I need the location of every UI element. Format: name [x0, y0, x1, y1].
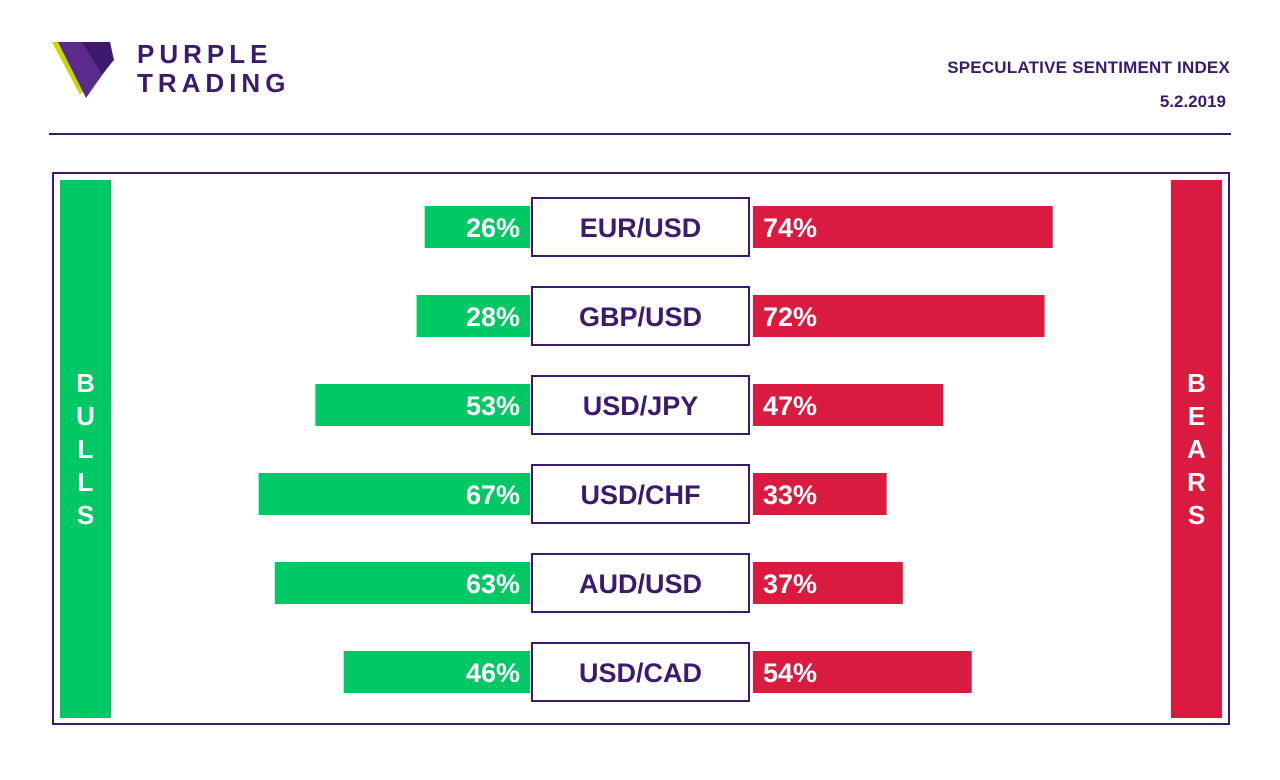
pair-box-usd-jpy: [531, 375, 750, 435]
bear-bar-eur-usd: [753, 206, 1053, 248]
bull-bar-usd-chf: [258, 473, 530, 515]
bear-value-gbp-usd: 72%: [763, 302, 817, 332]
index-title: SPECULATIVE SENTIMENT INDEX: [947, 58, 1230, 77]
pair-label-gbp-usd: GBP/USD: [579, 302, 702, 332]
bull-value-aud-usd: 63%: [466, 569, 520, 599]
bull-value-usd-cad: 46%: [466, 658, 520, 688]
bears-side-bar: BEARS: [1171, 180, 1222, 718]
bear-bar-usd-jpy: [753, 384, 944, 426]
bear-value-eur-usd: 74%: [763, 213, 817, 243]
bear-value-aud-usd: 37%: [763, 569, 817, 599]
chart-frame: [52, 172, 1230, 725]
bull-bar-gbp-usd: [416, 295, 530, 337]
pair-box-eur-usd: [531, 197, 750, 257]
bull-value-usd-jpy: 53%: [466, 391, 520, 421]
bear-bar-gbp-usd: [753, 295, 1045, 337]
bull-value-usd-chf: 67%: [466, 480, 520, 510]
bears-label: BEARS: [1187, 367, 1206, 530]
header-divider: [49, 133, 1231, 135]
bulls-label: BULLS: [76, 367, 95, 530]
purple-trading-logo-icon: [52, 42, 114, 98]
brand-name: PURPLE TRADING: [137, 40, 290, 98]
pair-label-eur-usd: EUR/USD: [580, 213, 702, 243]
bull-bar-aud-usd: [274, 562, 530, 604]
pair-box-usd-cad: [531, 642, 750, 702]
bull-bar-usd-cad: [343, 651, 530, 693]
bear-bar-usd-chf: [753, 473, 887, 515]
pair-label-usd-cad: USD/CAD: [579, 658, 702, 688]
brand-line-1: PURPLE: [137, 39, 273, 69]
brand-line-2: TRADING: [137, 68, 291, 98]
pair-box-gbp-usd: [531, 286, 750, 346]
index-date: 5.2.2019: [1159, 92, 1226, 111]
bear-value-usd-cad: 54%: [763, 658, 817, 688]
pair-label-usd-chf: USD/CHF: [581, 480, 701, 510]
bear-value-usd-chf: 33%: [763, 480, 817, 510]
bear-value-usd-jpy: 47%: [763, 391, 817, 421]
pair-box-usd-chf: [531, 464, 750, 524]
bear-bar-aud-usd: [753, 562, 903, 604]
bull-bar-usd-jpy: [315, 384, 530, 426]
brand-logo: PURPLE TRADING: [52, 40, 312, 100]
bear-bar-usd-cad: [753, 651, 972, 693]
bulls-side-bar: BULLS: [60, 180, 111, 718]
pair-box-aud-usd: [531, 553, 750, 613]
bull-bar-eur-usd: [424, 206, 530, 248]
bull-value-gbp-usd: 28%: [466, 302, 520, 332]
pair-label-aud-usd: AUD/USD: [579, 569, 702, 599]
bull-value-eur-usd: 26%: [466, 213, 520, 243]
pair-label-usd-jpy: USD/JPY: [583, 391, 699, 421]
